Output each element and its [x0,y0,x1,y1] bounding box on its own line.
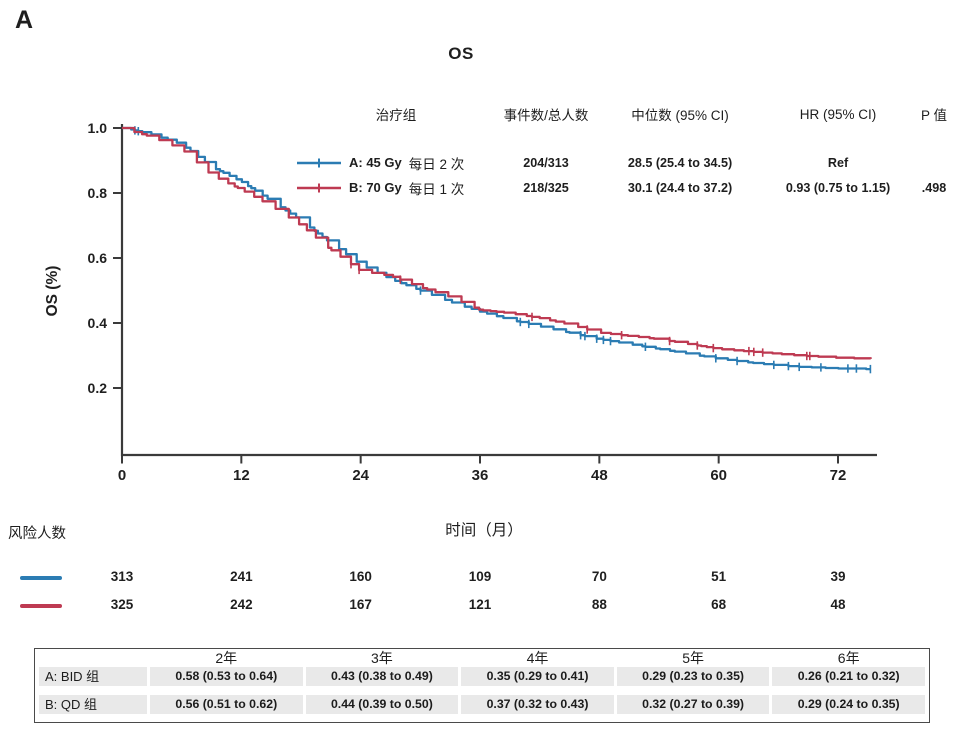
survival-table-spacer [39,686,925,695]
legend-row-b: B: 70 Gy 每日 1 次 218/325 30.1 (24.4 to 37… [296,175,958,200]
svg-text:12: 12 [233,467,250,484]
survival-header-4y: 4年 [526,650,549,666]
svg-text:24: 24 [352,467,369,484]
series-b-events: 218/325 [523,180,569,195]
series-a-label: A: 45 Gy [349,155,402,170]
risk-count: 241 [230,569,253,584]
series-b-line-icon [297,183,341,192]
risk-count: 70 [591,569,607,584]
survival-a-3y: 0.43 (0.38 to 0.49) [305,667,459,686]
series-a-events: 204/313 [523,155,569,170]
legend-header-median: 中位数 (95% CI) [631,108,729,123]
survival-row-b: B: QD 组 0.56 (0.51 to 0.62) 0.44 (0.39 t… [39,695,925,714]
risk-count: 121 [468,597,492,612]
legend-header-p: P 值 [920,108,947,123]
risk-count: 325 [110,597,134,612]
svg-text:OS (%): OS (%) [44,266,61,317]
survival-header-2y: 2年 [215,650,238,666]
series-a-median: 28.5 (25.4 to 34.5) [627,155,733,170]
legend-row-a: A: 45 Gy 每日 2 次 204/313 28.5 (25.4 to 34… [296,150,958,175]
series-a-line-icon [297,158,341,167]
risk-count: 313 [110,569,134,584]
risk-row-b: 325 242 167 121 88 68 48 [0,596,959,616]
risk-count: 109 [468,569,492,584]
svg-text:1.0: 1.0 [88,120,108,136]
series-b-label-cn: 每日 1 次 [408,181,465,197]
svg-text:48: 48 [591,467,608,484]
risk-count: 242 [230,597,253,612]
risk-table-label: 风险人数 [8,526,66,542]
survival-b-2y: 0.56 (0.51 to 0.62) [150,695,303,714]
km-plot: 1.0 0.8 0.6 0.4 0.2 0 12 24 36 48 60 72 OS (%) [44,120,877,484]
svg-text:36: 36 [472,467,489,484]
survival-a-2y: 0.58 (0.53 to 0.64) [150,667,303,686]
survival-header-3y: 3年 [370,650,393,666]
survival-row-a: A: BID 组 0.58 (0.53 to 0.64) 0.43 (0.38 … [39,667,925,686]
svg-text:60: 60 [710,467,727,484]
series-b-median: 30.1 (24.4 to 37.2) [627,180,733,195]
risk-row-a: 313 241 160 109 70 51 39 [0,568,959,588]
survival-row-a-label: A: BID 组 [39,667,147,686]
legend-header-hr: HR (95% CI) [799,106,877,122]
risk-count: 51 [711,569,727,584]
svg-text:0.4: 0.4 [88,315,108,331]
risk-count: 48 [830,597,846,612]
survival-header-empty [39,650,147,667]
risk-row-a-line-icon [20,576,62,580]
risk-count: 167 [349,597,372,612]
chart-title: OS [448,44,474,63]
survival-header-5y: 5年 [682,650,704,666]
survival-header-6y: 6年 [837,650,860,666]
series-b-hr: 0.93 (0.75 to 1.15) [785,180,891,195]
survival-b-4y: 0.37 (0.32 to 0.43) [461,695,614,714]
series-a-hr: Ref [827,155,849,170]
series-b-label: B: 70 Gy [349,180,402,195]
risk-count: 160 [349,569,372,584]
survival-a-6y: 0.26 (0.21 to 0.32) [772,667,925,686]
survival-b-3y: 0.44 (0.39 to 0.50) [305,695,459,714]
risk-count: 88 [591,597,607,612]
survival-b-5y: 0.32 (0.27 to 0.39) [616,695,770,714]
svg-text:0.8: 0.8 [88,185,108,201]
series-b-p: .498 [921,180,947,195]
survival-table: 2年 3年 4年 5年 6年 A: BID 组 0.58 (0.53 to 0.… [34,648,930,723]
survival-a-5y: 0.29 (0.23 to 0.35) [616,667,770,686]
svg-text:72: 72 [830,467,847,484]
svg-text:0.2: 0.2 [88,380,108,396]
risk-row-b-line-icon [20,604,62,608]
svg-text:0.6: 0.6 [88,250,108,266]
risk-count: 68 [711,597,727,612]
panel-letter: A [15,6,34,34]
survival-row-b-label: B: QD 组 [39,695,147,714]
svg-text:0: 0 [118,467,126,484]
x-axis-title: 时间（月） [445,522,523,539]
legend-header-group: 治疗组 [375,108,417,123]
series-a-label-cn: 每日 2 次 [408,156,465,172]
legend-header-events: 事件数/总人数 [503,108,589,123]
survival-table-header-row: 2年 3年 4年 5年 6年 [39,650,925,667]
legend-header-row: 治疗组 事件数/总人数 中位数 (95% CI) HR (95% CI) P 值 [296,104,958,124]
legend-table: 治疗组 事件数/总人数 中位数 (95% CI) HR (95% CI) P 值… [296,104,958,200]
survival-a-4y: 0.35 (0.29 to 0.41) [461,667,614,686]
survival-b-6y: 0.29 (0.24 to 0.35) [772,695,925,714]
risk-count: 39 [830,569,846,584]
